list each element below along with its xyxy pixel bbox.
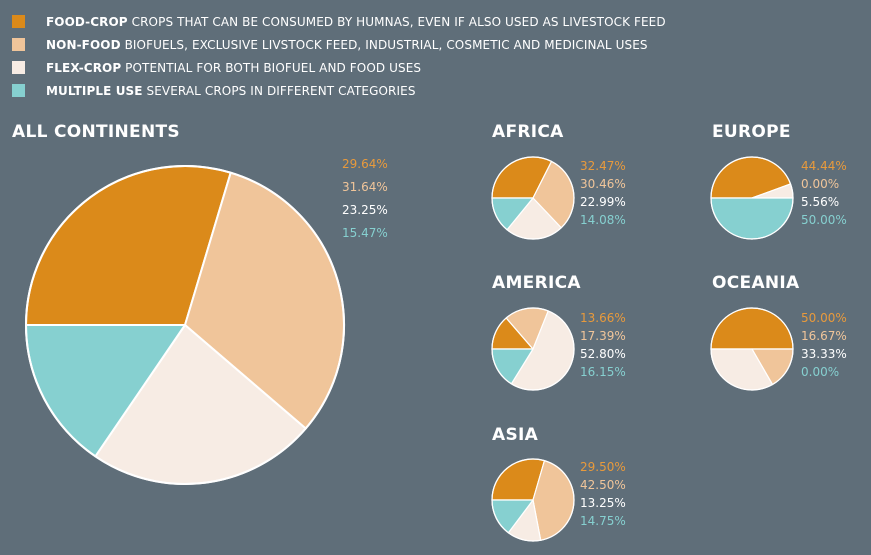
legend-text: MULTIPLE USE SEVERAL CROPS IN DIFFERENT …	[46, 84, 416, 98]
pct-label-nonfood: 42.50%	[580, 478, 626, 492]
pct-label-food: 13.66%	[580, 311, 626, 325]
pct-list-africa: 32.47% 30.46% 22.99% 14.08%	[580, 157, 626, 229]
pct-list-all-continents: 29.64% 31.64% 23.25% 15.47%	[342, 153, 388, 245]
pct-label-flex: 33.33%	[801, 347, 847, 361]
pct-label-nonfood: 30.46%	[580, 177, 626, 191]
pct-label-food: 50.00%	[801, 311, 847, 325]
legend: FOOD-CROP CROPS THAT CAN BE CONSUMED BY …	[12, 10, 666, 102]
legend-item-multiple-use: MULTIPLE USE SEVERAL CROPS IN DIFFERENT …	[12, 79, 666, 102]
pie-outline	[710, 156, 794, 240]
legend-key: MULTIPLE USE	[46, 83, 143, 98]
pct-label-food: 29.64%	[342, 157, 388, 171]
pct-label-multi: 50.00%	[801, 213, 847, 227]
legend-desc: CROPS THAT CAN BE CONSUMED BY HUMNAS, EV…	[131, 14, 666, 29]
chart-title-america: AMERICA	[492, 273, 581, 293]
pct-label-food: 44.44%	[801, 159, 847, 173]
pct-label-nonfood: 17.39%	[580, 329, 626, 343]
legend-item-non-food: NON-FOOD BIOFUELS, EXCLUSIVE LIVSTOCK FE…	[12, 33, 666, 56]
pct-list-america: 13.66% 17.39% 52.80% 16.15%	[580, 309, 626, 381]
pct-label-flex: 5.56%	[801, 195, 840, 209]
legend-text: FOOD-CROP CROPS THAT CAN BE CONSUMED BY …	[46, 15, 666, 29]
legend-desc: BIOFUELS, EXCLUSIVE LIVSTOCK FEED, INDUS…	[124, 37, 648, 52]
chart-title-asia: ASIA	[492, 425, 539, 445]
legend-text: NON-FOOD BIOFUELS, EXCLUSIVE LIVSTOCK FE…	[46, 38, 648, 52]
pct-label-multi: 15.47%	[342, 226, 388, 240]
chart-title-europe: EUROPE	[712, 122, 791, 142]
pct-list-oceania: 50.00% 16.67% 33.33% 0.00%	[801, 309, 847, 381]
pie-outline	[491, 156, 575, 240]
pct-label-flex: 13.25%	[580, 496, 626, 510]
legend-text: FLEX-CROP POTENTIAL FOR BOTH BIOFUEL AND…	[46, 61, 421, 75]
pct-label-food: 29.50%	[580, 460, 626, 474]
chart-title-oceania: OCEANIA	[712, 273, 800, 293]
pct-label-flex: 23.25%	[342, 203, 388, 217]
pie-outline	[491, 458, 575, 542]
legend-desc: POTENTIAL FOR BOTH BIOFUEL AND FOOD USES	[125, 60, 422, 75]
pct-label-nonfood: 0.00%	[801, 177, 840, 191]
pct-label-nonfood: 31.64%	[342, 180, 388, 194]
legend-desc: SEVERAL CROPS IN DIFFERENT CATEGORIES	[146, 83, 416, 98]
legend-item-flex-crop: FLEX-CROP POTENTIAL FOR BOTH BIOFUEL AND…	[12, 56, 666, 79]
legend-swatch-non-food	[12, 38, 25, 51]
pct-list-europe: 44.44% 0.00% 5.56% 50.00%	[801, 157, 847, 229]
legend-swatch-food-crop	[12, 15, 25, 28]
pie-outline	[710, 307, 794, 391]
pie-outline	[491, 307, 575, 391]
legend-swatch-multiple-use	[12, 84, 25, 97]
pct-label-multi: 14.08%	[580, 213, 626, 227]
pct-label-multi: 14.75%	[580, 514, 626, 528]
pct-label-nonfood: 16.67%	[801, 329, 847, 343]
pct-label-multi: 0.00%	[801, 365, 840, 379]
pct-label-flex: 22.99%	[580, 195, 626, 209]
legend-key: FLEX-CROP	[46, 60, 122, 75]
pct-label-multi: 16.15%	[580, 365, 626, 379]
pct-label-food: 32.47%	[580, 159, 626, 173]
legend-key: FOOD-CROP	[46, 14, 128, 29]
chart-title-africa: AFRICA	[492, 122, 564, 142]
legend-key: NON-FOOD	[46, 37, 121, 52]
chart-title-all-continents: ALL CONTINENTS	[12, 122, 180, 142]
pct-label-flex: 52.80%	[580, 347, 626, 361]
pie-outline	[25, 165, 345, 485]
pct-list-asia: 29.50% 42.50% 13.25% 14.75%	[580, 458, 626, 530]
legend-item-food-crop: FOOD-CROP CROPS THAT CAN BE CONSUMED BY …	[12, 10, 666, 33]
legend-swatch-flex-crop	[12, 61, 25, 74]
